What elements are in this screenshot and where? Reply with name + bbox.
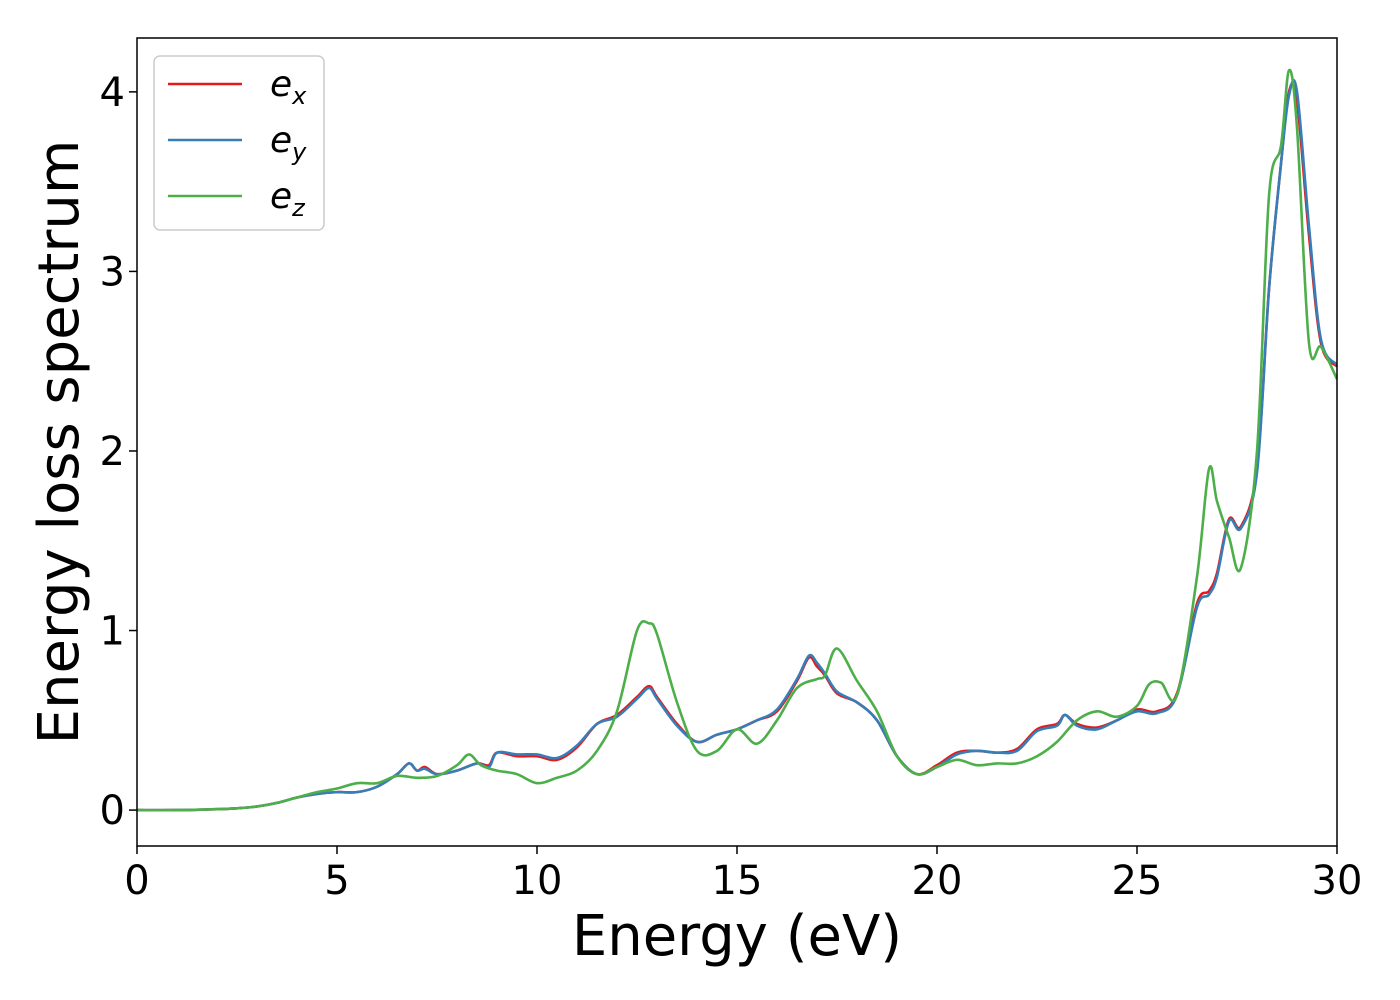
y-tick-label: 4 xyxy=(100,70,125,116)
x-tick-label: 5 xyxy=(324,858,349,904)
y-tick-label: 1 xyxy=(100,609,125,655)
y-axis-label: Energy loss spectrum xyxy=(27,140,92,745)
x-tick-label: 10 xyxy=(512,858,563,904)
x-tick-label: 30 xyxy=(1312,858,1363,904)
x-tick-label: 25 xyxy=(1112,858,1163,904)
y-tick-label: 2 xyxy=(100,429,125,475)
series-line-ez xyxy=(137,68,1337,812)
series-line-ey xyxy=(137,78,1337,812)
x-tick-label: 0 xyxy=(124,858,149,904)
x-axis: 0 5 10 15 20 25 30 xyxy=(124,846,1362,904)
legend-label-ey: ey xyxy=(270,120,307,166)
x-tick-label: 20 xyxy=(912,858,963,904)
x-tick-label: 15 xyxy=(712,858,763,904)
y-tick-label: 0 xyxy=(100,788,125,834)
series-layer xyxy=(137,68,1337,812)
y-axis: 0 1 2 3 4 xyxy=(100,70,137,834)
legend-box xyxy=(153,55,325,231)
x-axis-label: Energy (eV) xyxy=(572,904,902,969)
y-tick-label: 3 xyxy=(100,249,125,295)
legend-label-ex: ex xyxy=(270,64,307,110)
